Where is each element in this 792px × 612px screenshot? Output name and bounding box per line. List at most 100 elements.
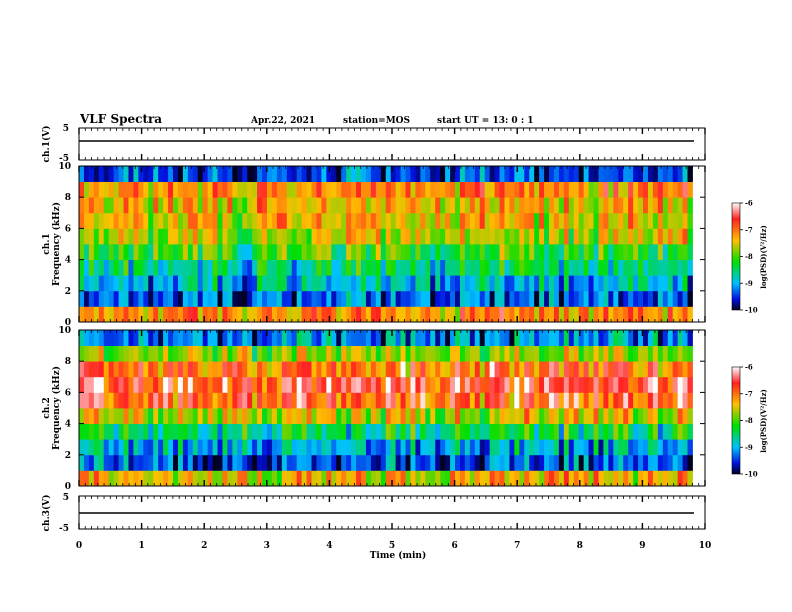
spectrogram-cell-ch1 bbox=[365, 275, 372, 292]
spectrogram-cell-ch2 bbox=[375, 330, 382, 346]
spectrogram-cell-ch2 bbox=[643, 454, 649, 471]
spectrogram-cell-ch1 bbox=[558, 228, 565, 245]
spectrogram-cell-ch2 bbox=[445, 392, 451, 409]
spectrogram-cell-ch2 bbox=[192, 423, 199, 440]
spectrogram-cell-ch2 bbox=[603, 423, 609, 440]
spectrogram-cell-ch2 bbox=[336, 345, 342, 362]
spectrogram-cell-ch1 bbox=[489, 306, 495, 323]
spectrogram-cell-ch1 bbox=[450, 275, 456, 292]
spectrogram-cell-ch2 bbox=[83, 345, 90, 362]
spectrogram-cell-ch2 bbox=[108, 408, 115, 424]
spectrogram-cell-ch1 bbox=[435, 244, 441, 260]
spectrogram-cell-ch2 bbox=[558, 470, 565, 487]
spectrogram-cell-ch2 bbox=[158, 392, 164, 409]
spectrogram-cell-ch1 bbox=[435, 228, 441, 245]
spectrogram-cell-ch2 bbox=[133, 392, 139, 409]
spectrogram-cell-ch2 bbox=[202, 330, 209, 346]
spectrogram-cell-ch1 bbox=[450, 244, 456, 260]
spectrogram-cell-ch2 bbox=[553, 454, 560, 471]
spectrogram-cell-ch2 bbox=[262, 408, 268, 424]
spectrogram-cell-ch1 bbox=[118, 259, 124, 276]
spectrogram-cell-ch2 bbox=[464, 423, 471, 440]
spectrogram-cell-ch2 bbox=[232, 361, 238, 378]
spectrogram-cell-ch1 bbox=[652, 197, 659, 214]
spectrogram-cell-ch1 bbox=[563, 212, 570, 229]
spectrogram-cell-ch2 bbox=[563, 470, 570, 487]
spectrogram-cell-ch1 bbox=[133, 259, 139, 276]
spectrogram-cell-ch1 bbox=[385, 197, 392, 214]
spectrogram-cell-ch1 bbox=[331, 275, 337, 292]
spectrogram-cell-ch1 bbox=[98, 228, 105, 245]
spectrogram-cell-ch2 bbox=[177, 439, 184, 456]
spectrogram-cell-ch2 bbox=[365, 470, 372, 487]
spectrogram-cell-ch2 bbox=[83, 408, 90, 424]
spectrogram-cell-ch1 bbox=[395, 275, 401, 292]
spectrogram-cell-ch2 bbox=[553, 408, 560, 424]
spectrogram-cell-ch1 bbox=[177, 197, 184, 214]
spectrogram-cell-ch1 bbox=[133, 166, 139, 182]
spectrogram-cell-ch1 bbox=[192, 166, 199, 182]
spectrogram-cell-ch1 bbox=[573, 166, 580, 182]
spectrogram-cell-ch2 bbox=[173, 454, 179, 471]
spectrogram-cell-ch1 bbox=[479, 306, 486, 323]
spectrogram-cell-ch2 bbox=[351, 330, 357, 346]
spectrogram-cell-ch1 bbox=[281, 306, 288, 323]
spectrogram-cell-ch2 bbox=[267, 423, 273, 440]
spectrogram-cell-ch1 bbox=[276, 181, 283, 198]
spectrogram-cell-ch2 bbox=[539, 439, 545, 456]
spectrogram-cell-ch2 bbox=[440, 439, 446, 456]
spectrogram-cell-ch2 bbox=[464, 392, 471, 409]
spectrogram-cell-ch1 bbox=[237, 244, 243, 260]
spectrogram-cell-ch2 bbox=[613, 454, 619, 471]
spectrogram-cell-ch2 bbox=[583, 392, 589, 409]
spectrogram-cell-ch2 bbox=[435, 454, 441, 471]
spectrogram-cell-ch2 bbox=[603, 454, 609, 471]
spectrogram-cell-ch2 bbox=[227, 423, 233, 440]
spectrogram-cell-ch1 bbox=[217, 166, 223, 182]
spectrogram-cell-ch1 bbox=[553, 244, 560, 260]
spectrogram-cell-ch1 bbox=[647, 166, 654, 182]
spectrogram-cell-ch1 bbox=[197, 306, 204, 323]
spectrogram-cell-ch1 bbox=[430, 212, 436, 229]
spectrogram-cell-ch2 bbox=[182, 470, 189, 487]
spectrogram-cell-ch1 bbox=[370, 212, 377, 229]
spectrogram-cell-ch1 bbox=[133, 181, 139, 198]
spectrogram-cell-ch1 bbox=[365, 212, 372, 229]
spectrogram-cell-ch2 bbox=[252, 439, 258, 456]
spectrogram-cell-ch2 bbox=[262, 376, 268, 393]
spectrogram-cell-ch2 bbox=[534, 361, 540, 378]
colorbar-tick-label: -6 bbox=[745, 363, 753, 372]
spectrogram-cell-ch2 bbox=[291, 376, 298, 393]
spectrogram-cell-ch1 bbox=[524, 166, 530, 182]
spectrogram-cell-ch2 bbox=[643, 330, 649, 346]
spectrogram-cell-ch1 bbox=[163, 181, 169, 198]
spectrogram-cell-ch1 bbox=[197, 259, 204, 276]
spectrogram-cell-ch2 bbox=[385, 330, 392, 346]
spectrogram-cell-ch2 bbox=[281, 454, 288, 471]
spectrogram-cell-ch1 bbox=[118, 181, 124, 198]
spectrogram-cell-ch1 bbox=[281, 290, 288, 307]
spectrogram-cell-ch1 bbox=[549, 212, 555, 229]
spectrogram-cell-ch2 bbox=[459, 392, 466, 409]
spectrogram-cell-ch2 bbox=[682, 439, 688, 456]
spectrogram-cell-ch2 bbox=[415, 423, 421, 440]
spectrogram-cell-ch2 bbox=[459, 361, 466, 378]
spectrogram-cell-ch2 bbox=[93, 345, 100, 362]
spectrogram-cell-ch1 bbox=[410, 166, 416, 182]
spectrogram-cell-ch1 bbox=[356, 197, 362, 214]
spectrogram-cell-ch2 bbox=[553, 439, 560, 456]
spectrogram-cell-ch2 bbox=[83, 361, 90, 378]
spectrogram-cell-ch2 bbox=[271, 454, 278, 471]
spectrogram-cell-ch2 bbox=[618, 423, 624, 440]
spectrogram-cell-ch1 bbox=[464, 228, 471, 245]
spectrogram-cell-ch2 bbox=[331, 470, 337, 487]
spectrogram-cell-ch2 bbox=[618, 392, 624, 409]
spectrogram-cell-ch2 bbox=[568, 439, 575, 456]
spectrogram-cell-ch2 bbox=[276, 470, 283, 487]
spectrogram-cell-ch2 bbox=[98, 470, 105, 487]
spectrogram-cell-ch1 bbox=[222, 275, 228, 292]
spectrogram-cell-ch2 bbox=[326, 423, 332, 440]
spectrogram-cell-ch1 bbox=[118, 166, 124, 182]
spectrogram-cell-ch1 bbox=[222, 259, 228, 276]
spectrogram-cell-ch1 bbox=[138, 290, 144, 307]
